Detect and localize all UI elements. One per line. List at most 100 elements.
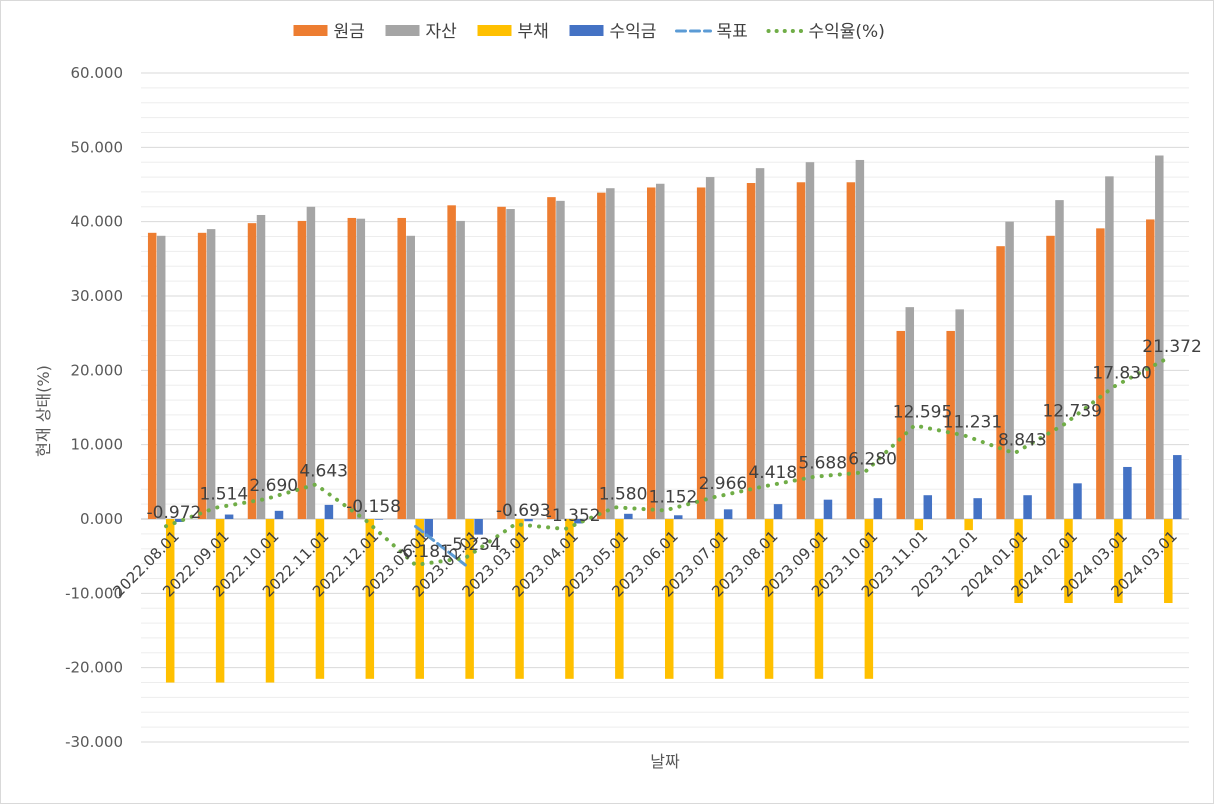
bar-수익금 [224, 514, 234, 519]
bar-부채 [165, 519, 175, 683]
bar-원금 [1146, 219, 1155, 520]
bar-원금 [447, 205, 456, 519]
legend-swatch-원금 [293, 25, 328, 36]
bar-원금 [197, 232, 207, 520]
bar-부채 [964, 519, 973, 531]
bar-자산 [1155, 155, 1164, 519]
bar-자산 [456, 220, 465, 519]
bar-수익금 [1073, 483, 1082, 519]
bar-부채 [764, 519, 774, 679]
data-label: -1.352 [546, 506, 601, 526]
bar-원금 [1096, 228, 1105, 519]
bar-부채 [1114, 519, 1123, 603]
bar-부채 [1014, 519, 1023, 603]
y-tick-labels: -30.000 -20.000 -10.000 0.000 10.000 20.000 30… [65, 64, 123, 751]
legend-label-수익금: 수익금 [610, 22, 657, 42]
bar-자산 [705, 177, 715, 520]
legend-label-자산: 자산 [426, 22, 458, 42]
bar-자산 [855, 159, 865, 519]
bar-부채 [265, 519, 275, 683]
y-tick-label: 10.000 [71, 436, 124, 454]
bar-수익금 [674, 515, 683, 519]
bar-부채 [615, 519, 624, 679]
legend-swatch-부채 [477, 25, 512, 36]
bar-자산 [955, 309, 964, 519]
bar-부채 [1064, 519, 1073, 603]
data-label: 12.595 [893, 402, 952, 422]
bar-부채 [515, 519, 524, 679]
bar-부채 [315, 519, 325, 679]
bar-수익금 [1023, 495, 1032, 519]
bar-자산 [805, 162, 815, 519]
bar-부채 [465, 519, 474, 679]
bar-수익금 [973, 498, 982, 519]
data-label: 1.514 [200, 485, 249, 505]
x-axis-title: 날짜 [650, 752, 680, 771]
y-tick-label: -10.000 [65, 584, 123, 602]
bar-자산 [156, 235, 166, 520]
bar-marks [147, 155, 1182, 683]
bar-원금 [347, 217, 357, 519]
bar-부채 [415, 519, 424, 679]
bar-자산 [406, 235, 415, 520]
bar-자산 [606, 188, 615, 519]
y-tick-label: 0.000 [80, 510, 123, 528]
data-label: 11.231 [943, 413, 1002, 433]
data-label: 4.643 [299, 461, 348, 481]
bar-수익금 [524, 519, 533, 522]
bar-자산 [506, 209, 515, 519]
data-label: -0.693 [496, 501, 551, 521]
data-label: 12.739 [1042, 401, 1101, 421]
bar-부채 [215, 519, 225, 683]
bar-수익금 [873, 498, 883, 519]
bar-원금 [1046, 235, 1055, 520]
data-label: 6.280 [848, 449, 897, 469]
bar-원금 [846, 182, 856, 519]
bar-원금 [996, 246, 1005, 520]
legend-label-원금: 원금 [334, 22, 365, 42]
bar-수익금 [574, 519, 583, 524]
bar-부채 [714, 519, 724, 679]
bar-부채 [814, 519, 824, 679]
data-label: 21.372 [1142, 337, 1201, 357]
data-label: -6.181 [396, 542, 451, 562]
data-label: -0.158 [346, 497, 401, 517]
data-label: -0.972 [147, 503, 202, 523]
bar-원금 [946, 330, 955, 519]
bar-원금 [147, 232, 157, 520]
legend-label-수익율(%): 수익율(%) [809, 22, 885, 42]
bar-수익금 [174, 519, 184, 522]
bar-자산 [905, 307, 915, 519]
line-marks [164, 358, 1166, 568]
bar-수익금 [274, 510, 284, 519]
bar-수익금 [823, 499, 833, 519]
bar-수익금 [474, 519, 483, 535]
y-tick-label: -20.000 [65, 659, 123, 677]
bar-자산 [1055, 200, 1064, 520]
bar-자산 [256, 214, 266, 519]
data-label: 1.580 [599, 484, 648, 504]
bar-원금 [497, 206, 506, 520]
bar-수익금 [1123, 466, 1132, 519]
bar-원금 [247, 223, 257, 520]
bar-원금 [297, 220, 307, 519]
bar-자산 [1005, 221, 1014, 519]
data-label: 5.688 [798, 454, 847, 474]
bar-수익금 [923, 495, 933, 519]
bar-원금 [796, 182, 806, 519]
bar-수익금 [324, 504, 334, 519]
bar-부채 [864, 519, 874, 679]
y-tick-label: -30.000 [65, 733, 123, 751]
y-tick-label: 20.000 [71, 361, 124, 379]
line-목표 [414, 524, 467, 567]
data-label: 2.690 [249, 476, 298, 496]
bar-자산 [306, 206, 316, 520]
y-tick-label: 30.000 [71, 287, 124, 305]
bar-원금 [896, 330, 906, 519]
bar-부채 [365, 519, 375, 679]
bar-원금 [597, 192, 606, 519]
bar-부채 [1164, 519, 1173, 603]
